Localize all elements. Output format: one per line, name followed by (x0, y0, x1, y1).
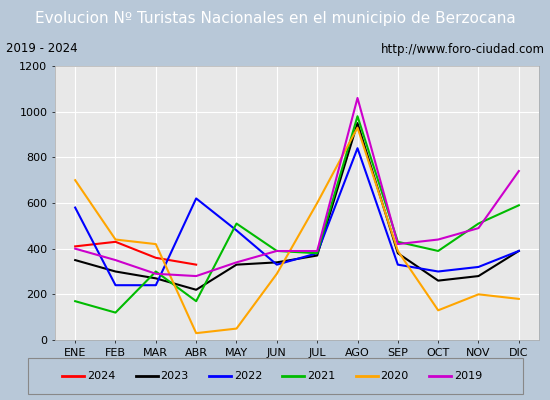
Text: 2022: 2022 (234, 371, 262, 381)
Text: 2024: 2024 (87, 371, 116, 381)
Text: 2023: 2023 (161, 371, 189, 381)
Text: 2021: 2021 (307, 371, 336, 381)
Text: 2019: 2019 (454, 371, 482, 381)
Text: http://www.foro-ciudad.com: http://www.foro-ciudad.com (381, 42, 544, 56)
Text: Evolucion Nº Turistas Nacionales en el municipio de Berzocana: Evolucion Nº Turistas Nacionales en el m… (35, 10, 515, 26)
Text: 2019 - 2024: 2019 - 2024 (6, 42, 77, 56)
Text: 2020: 2020 (381, 371, 409, 381)
